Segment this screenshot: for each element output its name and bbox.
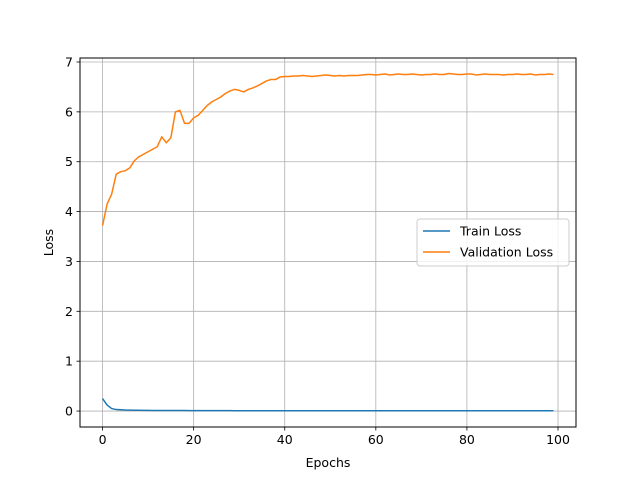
legend-box — [416, 218, 570, 267]
y-tick-label: 3 — [65, 254, 73, 269]
legend-label-train-loss: Train Loss — [459, 224, 521, 239]
y-tick-label: 1 — [65, 354, 73, 369]
y-axis-label: Loss — [41, 229, 56, 256]
x-tick-label: 100 — [546, 432, 570, 447]
y-tick-label: 4 — [65, 204, 73, 219]
x-tick-label: 20 — [186, 432, 202, 447]
axis-ticks: 0 20 40 60 80 100 0 1 2 3 4 5 6 7 — [65, 54, 570, 447]
x-tick-label: 40 — [277, 432, 293, 447]
y-tick-label: 5 — [65, 154, 73, 169]
y-tick-label: 6 — [65, 104, 73, 119]
y-tick-label: 2 — [65, 304, 73, 319]
x-tick-label: 0 — [99, 432, 107, 447]
x-tick-label: 80 — [459, 432, 475, 447]
plot-frame — [79, 57, 577, 428]
series-line-validation-loss — [101, 72, 554, 226]
x-tick-label: 60 — [368, 432, 384, 447]
legend: Train Loss Validation Loss — [416, 218, 570, 267]
y-tick-label: 7 — [65, 54, 73, 69]
x-axis-label: Epochs — [306, 455, 351, 470]
series-line-train-loss — [101, 398, 554, 412]
y-tick-label: 0 — [65, 404, 73, 419]
series-lines — [101, 72, 554, 412]
legend-label-validation-loss: Validation Loss — [460, 245, 553, 260]
